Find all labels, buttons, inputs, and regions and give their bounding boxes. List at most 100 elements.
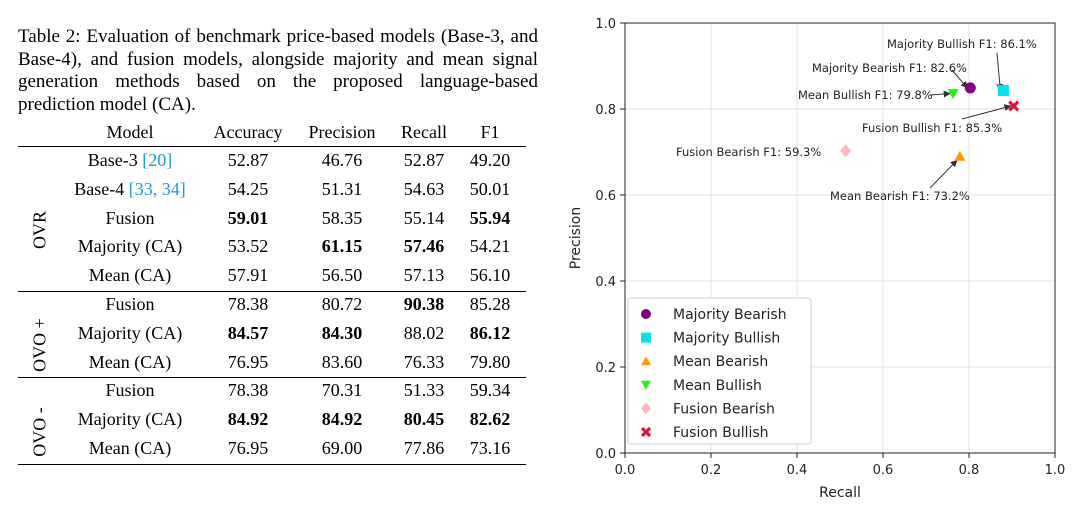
table-caption: Table 2: Evaluation of benchmark price-b… xyxy=(18,26,538,115)
table-cell-model: Fusion xyxy=(105,294,154,315)
table-cell-f1: 86.12 xyxy=(470,323,511,344)
legend-label: Majority Bearish xyxy=(673,307,787,323)
point-annotation: Mean Bearish F1: 73.2% xyxy=(830,189,970,203)
legend-label: Mean Bearish xyxy=(673,354,768,370)
table-value: 61.15 xyxy=(321,236,363,257)
legend-box xyxy=(627,297,812,445)
table-cell-rec: 90.38 xyxy=(404,294,445,315)
table-header-rule xyxy=(18,146,526,147)
table-cell-prec: 61.15 xyxy=(322,236,363,257)
point-annotation: Fusion Bearish F1: 59.3% xyxy=(676,145,821,159)
table-cell-f1: 85.28 xyxy=(470,294,511,315)
table-header-recall: Recall xyxy=(401,122,447,142)
table-cell-model: Base-3 [20] xyxy=(88,150,172,171)
table-value: 49.20 xyxy=(469,150,511,170)
annotation-arrow xyxy=(951,69,968,89)
table-cell-rec: 55.14 xyxy=(404,208,445,229)
model-name: Fusion xyxy=(105,207,155,228)
table-cell-acc: 52.87 xyxy=(228,150,269,171)
table-cell-prec: 58.35 xyxy=(322,208,363,229)
data-point-majority-bearish xyxy=(964,82,976,94)
table-cell-rec: 77.86 xyxy=(404,438,445,459)
table-value: 53.52 xyxy=(227,236,269,257)
y-tick-label: 1.0 xyxy=(595,17,616,32)
model-name: Mean (CA) xyxy=(88,265,172,286)
table-value: 57.46 xyxy=(403,236,445,257)
y-tick-label: 0.2 xyxy=(595,361,616,376)
legend-marker xyxy=(641,356,651,366)
table-cell-model: Mean (CA) xyxy=(89,438,171,459)
table-cell-prec: 69.00 xyxy=(322,438,363,459)
table-value: 88.02 xyxy=(403,322,445,343)
table-cell-model: Majority (CA) xyxy=(78,323,182,344)
data-point-mean-bearish xyxy=(954,150,966,161)
table-cell-f1: 59.34 xyxy=(470,380,511,401)
data-point-fusion-bullish xyxy=(1008,100,1020,112)
y-tick-label: 0.4 xyxy=(595,275,616,290)
legend-label: Majority Bullish xyxy=(673,331,780,347)
table-value: 54.21 xyxy=(469,236,511,257)
table-cell-model: Fusion xyxy=(105,380,154,401)
table-value: 80.45 xyxy=(403,409,445,430)
table-cell-f1: 54.21 xyxy=(470,236,511,257)
precision-recall-chart: 0.0 0.2 0.4 0.6 0.8 1.0 0.0 0.2 0.4 0.6 0.8 1.0 Reca… xyxy=(568,17,1066,501)
table-cell-rec: 57.13 xyxy=(404,265,445,286)
x-tick-label: 0.2 xyxy=(701,463,722,478)
table-header-model: Model xyxy=(106,122,154,142)
table-value: 57.13 xyxy=(403,265,445,286)
table-value: 90.38 xyxy=(403,294,445,314)
table-value: 55.14 xyxy=(403,207,445,228)
y-axis-label: Precision xyxy=(568,207,584,269)
model-name: Majority (CA) xyxy=(77,322,183,343)
table-header-accuracy: Accuracy xyxy=(213,122,283,142)
annotation-arrow xyxy=(929,90,951,98)
table-value: 54.25 xyxy=(227,178,269,199)
table-header-f1: F1 xyxy=(480,122,500,142)
table-value: 84.30 xyxy=(321,322,363,343)
point-annotation: Mean Bullish F1: 79.8% xyxy=(798,88,933,102)
table-value: 83.60 xyxy=(321,351,363,372)
table-cell-f1: 82.62 xyxy=(470,409,511,430)
table-cell-acc: 78.38 xyxy=(228,380,269,401)
x-tick-label: 0.0 xyxy=(615,463,636,478)
table-bottom-rule xyxy=(18,463,526,465)
table-cell-rec: 52.87 xyxy=(404,150,445,171)
table-value: 69.00 xyxy=(321,438,363,458)
x-tick-label: 0.4 xyxy=(787,463,808,478)
table-cell-prec: 56.50 xyxy=(322,265,363,286)
table-cell-acc: 59.01 xyxy=(228,208,269,229)
table-value: 77.86 xyxy=(403,438,445,458)
table-value: 76.33 xyxy=(403,351,445,372)
citation-link[interactable]: [33, 34] xyxy=(128,178,186,199)
table-value: 51.33 xyxy=(403,380,445,401)
annotation-arrow xyxy=(929,159,958,189)
table-cell-rec: 54.63 xyxy=(404,179,445,200)
table-value: 46.76 xyxy=(321,150,363,170)
legend-label: Mean Bullish xyxy=(673,378,762,394)
table-cell-f1: 49.20 xyxy=(470,150,511,171)
table-cell-f1: 50.01 xyxy=(470,179,511,200)
x-tick-label: 1.0 xyxy=(1045,463,1066,478)
table-value: 57.91 xyxy=(227,265,269,286)
table-value: 85.28 xyxy=(469,294,511,314)
table-value: 84.57 xyxy=(227,322,269,343)
model-name: Majority (CA) xyxy=(77,236,183,257)
legend-marker xyxy=(641,309,651,319)
plot-frame xyxy=(624,22,1056,454)
table-value: 56.10 xyxy=(469,265,511,286)
table-cell-f1: 55.94 xyxy=(470,208,511,229)
table-group-rule xyxy=(18,291,526,292)
citation-link[interactable]: [20] xyxy=(142,150,173,170)
table-value: 76.95 xyxy=(227,438,269,458)
table-cell-acc: 78.38 xyxy=(228,294,269,315)
table-value: 84.92 xyxy=(227,409,269,430)
group-label-1: OVO + xyxy=(29,318,50,373)
table-cell-acc: 76.95 xyxy=(228,438,269,459)
model-name: Fusion xyxy=(105,380,155,401)
legend-label: Fusion Bearish xyxy=(673,401,775,417)
table-cell-prec: 70.31 xyxy=(322,380,363,401)
group-label-2: OVO - xyxy=(29,406,50,457)
x-stroke xyxy=(1008,100,1020,112)
table-cell-acc: 57.91 xyxy=(228,265,269,286)
table-value: 78.38 xyxy=(227,294,269,314)
